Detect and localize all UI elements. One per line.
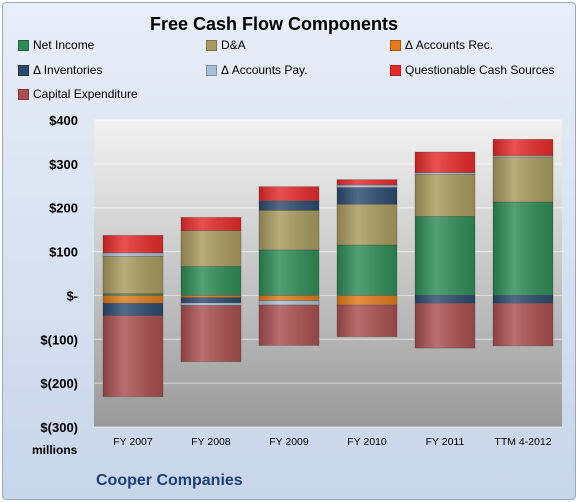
x-tick-label: FY 2010 [347, 436, 387, 448]
bar-segment-shading [181, 305, 241, 362]
legend-label: Questionable Cash Sources [405, 63, 555, 77]
bar-segment-shading [493, 202, 553, 296]
bar-segment-shading [103, 235, 163, 253]
y-axis-ticks: $400 $300 $200 $100 $- $(100) $(200) $(300) [40, 113, 78, 435]
bar-segment-shading [493, 139, 553, 156]
bar-segment-shading [181, 230, 241, 267]
legend-swatch [18, 64, 29, 76]
bar-segment-shading [415, 216, 475, 296]
y-tick-label: $- [66, 288, 78, 303]
legend-label: Δ Accounts Rec. [405, 38, 494, 52]
y-tick-label: $(100) [40, 332, 78, 347]
bar-segment-shading [181, 266, 241, 296]
y-tick-label: $300 [49, 157, 78, 172]
bar-segment-shading [259, 210, 319, 250]
bar-segment-shading [103, 315, 163, 397]
x-tick-label: TTM 4-2012 [494, 436, 551, 448]
bar-segment-shading [337, 305, 397, 337]
legend-item-inventories: Δ Inventories [18, 62, 102, 78]
bar-segment-shading [337, 295, 397, 306]
gridlines [94, 119, 562, 428]
legend-label: D&A [221, 38, 246, 52]
y-tick-label: $200 [49, 201, 78, 216]
legend-label: Δ Accounts Pay. [221, 63, 308, 77]
bar-segment-shading [493, 155, 553, 157]
legend-swatch [390, 64, 401, 76]
x-tick-label: FY 2011 [426, 436, 465, 448]
legend-item-questionable: Questionable Cash Sources [390, 62, 554, 78]
y-tick-label: $(200) [40, 376, 78, 391]
bar-segment-shading [259, 186, 319, 201]
legend-label: Δ Inventories [33, 63, 103, 77]
legend-swatch [18, 39, 29, 51]
x-tick-label: FY 2008 [191, 436, 231, 448]
bar-segment-shading [103, 295, 163, 304]
legend-label: Capital Expenditure [33, 87, 138, 101]
bar-segment-shading [415, 174, 475, 217]
bar-segment-shading [337, 179, 397, 185]
bar-segment-shading [493, 303, 553, 346]
bar-segment-shading [259, 249, 319, 296]
bar-segment-shading [103, 256, 163, 294]
legend-swatch [206, 39, 217, 51]
bar-segment-shading [103, 293, 163, 296]
bar-segment-shading [181, 295, 241, 298]
bar-segment-shading [415, 303, 475, 349]
bar-segment-shading [259, 300, 319, 306]
bar-segment-shading [259, 295, 319, 301]
x-axis-ticks: FY 2007 FY 2008 FY 2009 FY 2010 FY 2011 TTM 4… [113, 436, 552, 448]
bar-segment-shading [493, 295, 553, 304]
y-tick-label: $400 [49, 113, 78, 128]
x-tick-label: FY 2007 [113, 436, 153, 448]
bar-segment-shading [103, 303, 163, 316]
bar-segment-shading [337, 184, 397, 188]
bar-segment-shading [259, 305, 319, 346]
bar-segment-shading [493, 156, 553, 203]
legend-swatch [18, 88, 29, 100]
bar-segment-shading [415, 295, 475, 304]
legend-item-da: D&A [206, 37, 246, 53]
bar-segment-shading [337, 187, 397, 205]
company-name: Cooper Companies [96, 472, 243, 489]
bar-segment-shading [259, 200, 319, 211]
bar-segment-shading [181, 217, 241, 231]
bar-segment-shading [103, 252, 163, 257]
chart-title: Free Cash Flow Components [149, 14, 399, 34]
legend-item-capex: Capital Expenditure [18, 86, 138, 102]
y-tick-label: $100 [49, 245, 78, 260]
legend-swatch [390, 39, 401, 51]
legend-label: Net Income [33, 38, 95, 52]
units-label: millions [32, 443, 78, 457]
bar-segment-shading [415, 152, 475, 173]
plot-background [94, 120, 562, 427]
bar-segment-shading [181, 302, 241, 306]
bars [102, 138, 554, 398]
y-tick-label: $(300) [40, 420, 78, 435]
legend-item-accounts-rec: Δ Accounts Rec. [390, 37, 493, 53]
x-tick-label: FY 2009 [269, 436, 309, 448]
legend-item-accounts-pay: Δ Accounts Pay. [206, 62, 308, 78]
legend-swatch [206, 64, 217, 76]
bar-segment-shading [337, 204, 397, 245]
bar-segment-shading [415, 172, 475, 175]
bar-segment-shading [181, 297, 241, 303]
legend-item-net-income: Net Income [18, 37, 94, 53]
bar-segment-shading [337, 244, 397, 296]
